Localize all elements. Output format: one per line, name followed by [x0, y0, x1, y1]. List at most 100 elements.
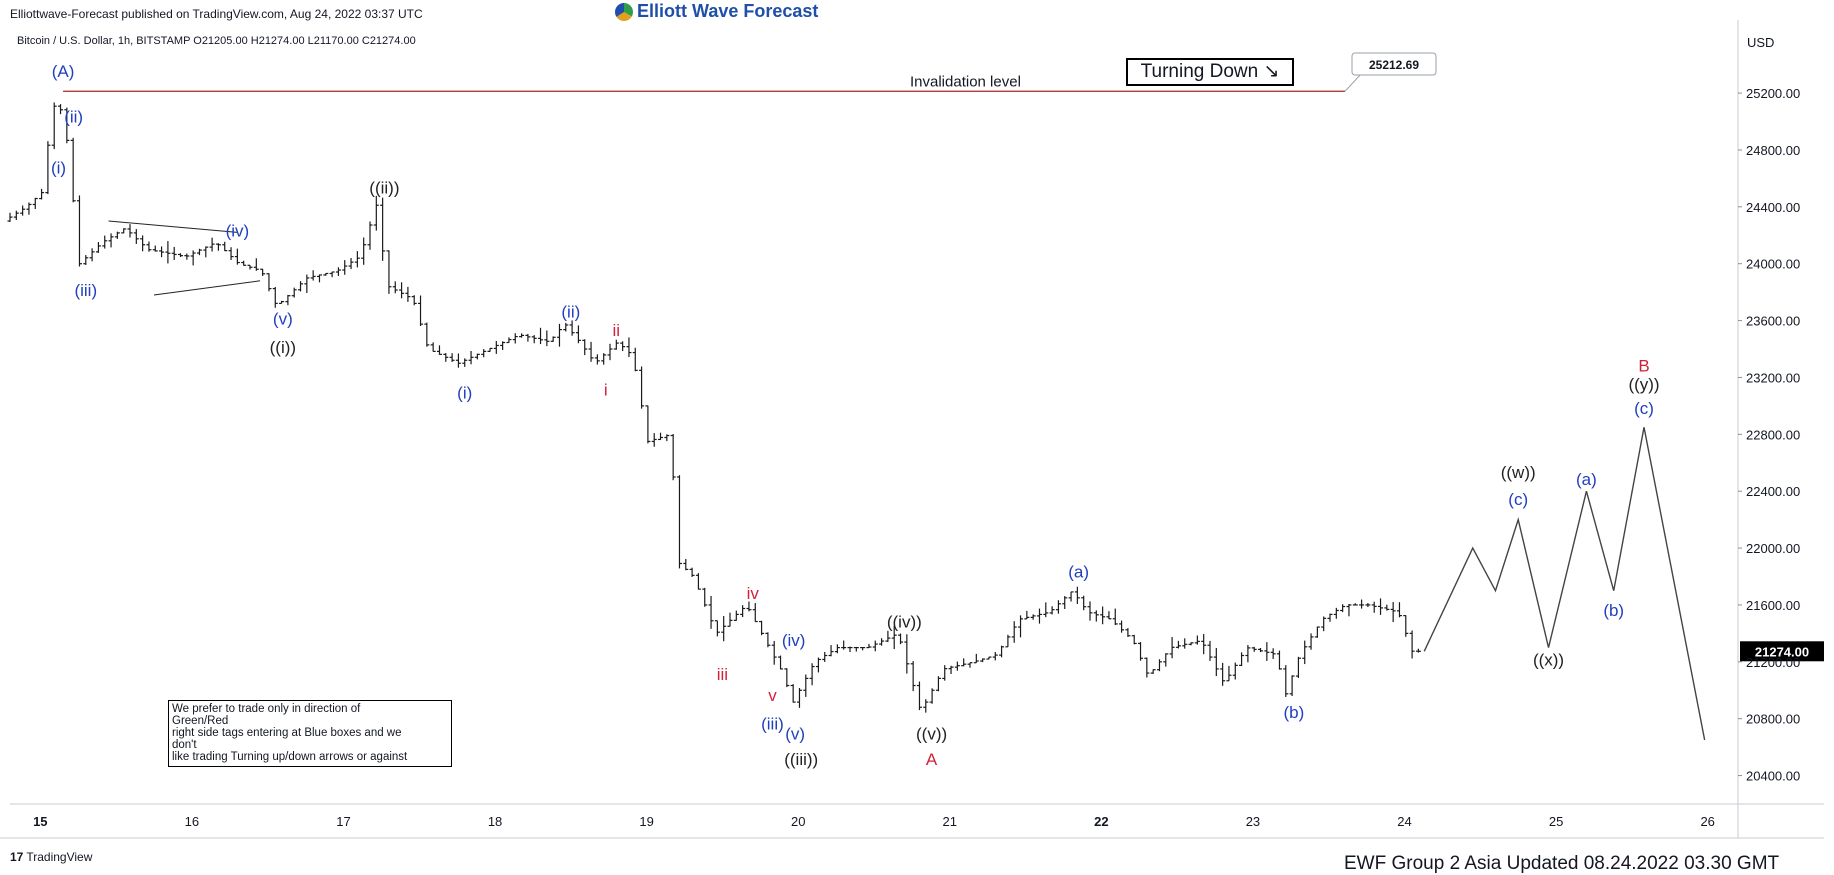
- wave-label: (iii): [74, 281, 97, 300]
- ohlc-bar: [910, 661, 916, 692]
- ohlc-bar: [449, 353, 455, 362]
- ohlc-bar: [790, 684, 796, 703]
- ohlc-bar: [1030, 614, 1036, 620]
- tradingview-brand[interactable]: 17 TradingView: [10, 850, 92, 864]
- ohlc-bar: [525, 333, 531, 342]
- note-line: We prefer to trade only in direction of: [172, 703, 361, 715]
- ohlc-bar: [70, 137, 76, 203]
- ohlc-bar: [1321, 616, 1327, 632]
- ohlc-bar: [468, 350, 474, 365]
- logo-icon: [615, 2, 633, 21]
- ohlc-bar: [114, 231, 120, 239]
- ohlc-bar: [954, 661, 960, 671]
- x-tick-label: 19: [639, 814, 653, 829]
- wave-label: iv: [747, 584, 760, 603]
- wave-label: v: [768, 686, 777, 705]
- note-line: Green/Red: [172, 715, 229, 727]
- ohlc-bar: [342, 260, 348, 275]
- ohlc-bar: [1043, 602, 1049, 618]
- ohlc-bar: [13, 210, 19, 220]
- ohlc-bar: [329, 271, 335, 278]
- ohlc-bar: [146, 241, 152, 252]
- ohlc-bar: [1239, 652, 1245, 667]
- y-tick-label: 20400.00: [1746, 769, 1800, 784]
- ohlc-bar: [986, 656, 992, 660]
- note-line: like trading Turning up/down arrows or a…: [172, 751, 408, 763]
- ewf-logo: Elliott Wave Forecast: [615, 1, 818, 22]
- ohlc-bar: [335, 267, 341, 276]
- ohlc-bar: [714, 620, 720, 637]
- wave-label: i: [604, 380, 608, 399]
- ohlc-bar: [601, 353, 607, 365]
- ohlc-bar: [386, 250, 392, 294]
- ohlc-bar: [399, 282, 405, 299]
- ohlc-bar: [1378, 598, 1384, 615]
- ohlc-bar: [1011, 621, 1017, 643]
- ohlc-bar: [323, 272, 329, 276]
- ohlc-bar: [418, 295, 424, 326]
- ohlc-bar: [1276, 650, 1282, 670]
- ohlc-bar: [1055, 600, 1061, 614]
- ohlc-bar: [796, 688, 802, 708]
- ohlc-bar: [879, 638, 885, 646]
- ohlc-bar: [664, 434, 670, 442]
- ohlc-bar: [695, 573, 701, 590]
- ohlc-bar: [253, 258, 259, 271]
- ohlc-bar: [1308, 633, 1314, 650]
- ohlc-bar: [272, 286, 278, 308]
- ohlc-bar: [1295, 656, 1301, 679]
- ohlc-bar: [771, 640, 777, 665]
- symbol-legend: Bitcoin / U.S. Dollar, 1h, BITSTAMP O212…: [17, 35, 416, 47]
- ohlc-bar: [1251, 646, 1257, 652]
- wave-label: (b): [1603, 601, 1624, 620]
- ohlc-bar: [607, 343, 613, 361]
- ohlc-bar: [1403, 615, 1409, 637]
- ohlc-bar: [822, 651, 828, 662]
- ohlc-bar: [980, 658, 986, 663]
- ohlc-bar: [39, 188, 45, 200]
- ohlc-bar: [430, 342, 436, 352]
- ohlc-bar: [1245, 645, 1251, 663]
- y-tick-label: 23600.00: [1746, 314, 1800, 329]
- ohlc-bar: [556, 323, 562, 347]
- ohlc-bar: [228, 247, 234, 260]
- ohlc-bar: [1194, 635, 1200, 645]
- ohlc-bar: [563, 322, 569, 332]
- ohlc-bar: [493, 340, 499, 354]
- ohlc-bar: [853, 646, 859, 652]
- ohlc-bar: [815, 657, 821, 673]
- ohlc-bar: [298, 281, 304, 292]
- ohlc-bar: [304, 274, 310, 294]
- ohlc-bar: [89, 248, 95, 262]
- ohlc-bar: [1125, 628, 1131, 637]
- ohlc-bar: [1081, 595, 1087, 611]
- ohlc-bar: [683, 558, 689, 571]
- ohlc-bar: [76, 195, 82, 267]
- ohlc-bar: [632, 347, 638, 372]
- ohlc-bar: [658, 432, 664, 441]
- price-axis[interactable]: 20400.00 20800.00 21200.00 21600.00 22000.00…: [1738, 86, 1800, 784]
- ohlc-bar: [392, 281, 398, 294]
- y-tick-label: 22800.00: [1746, 427, 1800, 442]
- wave-label: (A): [52, 62, 75, 81]
- ohlc-bar: [64, 107, 70, 144]
- ohlc-bar: [550, 336, 556, 342]
- ohlc-bar: [140, 235, 146, 252]
- ohlc-bar: [613, 339, 619, 350]
- x-tick-label: 21: [943, 814, 957, 829]
- ohlc-bar: [1138, 642, 1144, 661]
- time-axis[interactable]: 15 16 17 18 19 20 21 22 23 24 25 26: [33, 814, 1715, 829]
- x-tick-label: 22: [1094, 814, 1108, 829]
- ohlc-bar: [1150, 669, 1156, 674]
- triangle-lower-line: [153, 280, 261, 296]
- wave-label: ((v)): [916, 725, 947, 744]
- wave-label: ((w)): [1501, 463, 1536, 482]
- ohlc-bar: [708, 596, 714, 629]
- ohlc-bar: [26, 202, 32, 215]
- wave-label: (b): [1283, 703, 1304, 722]
- ohlc-bar: [1163, 653, 1169, 667]
- ohlc-bar: [872, 640, 878, 652]
- ohlc-bar: [152, 245, 158, 252]
- ohlc-bar: [721, 616, 727, 642]
